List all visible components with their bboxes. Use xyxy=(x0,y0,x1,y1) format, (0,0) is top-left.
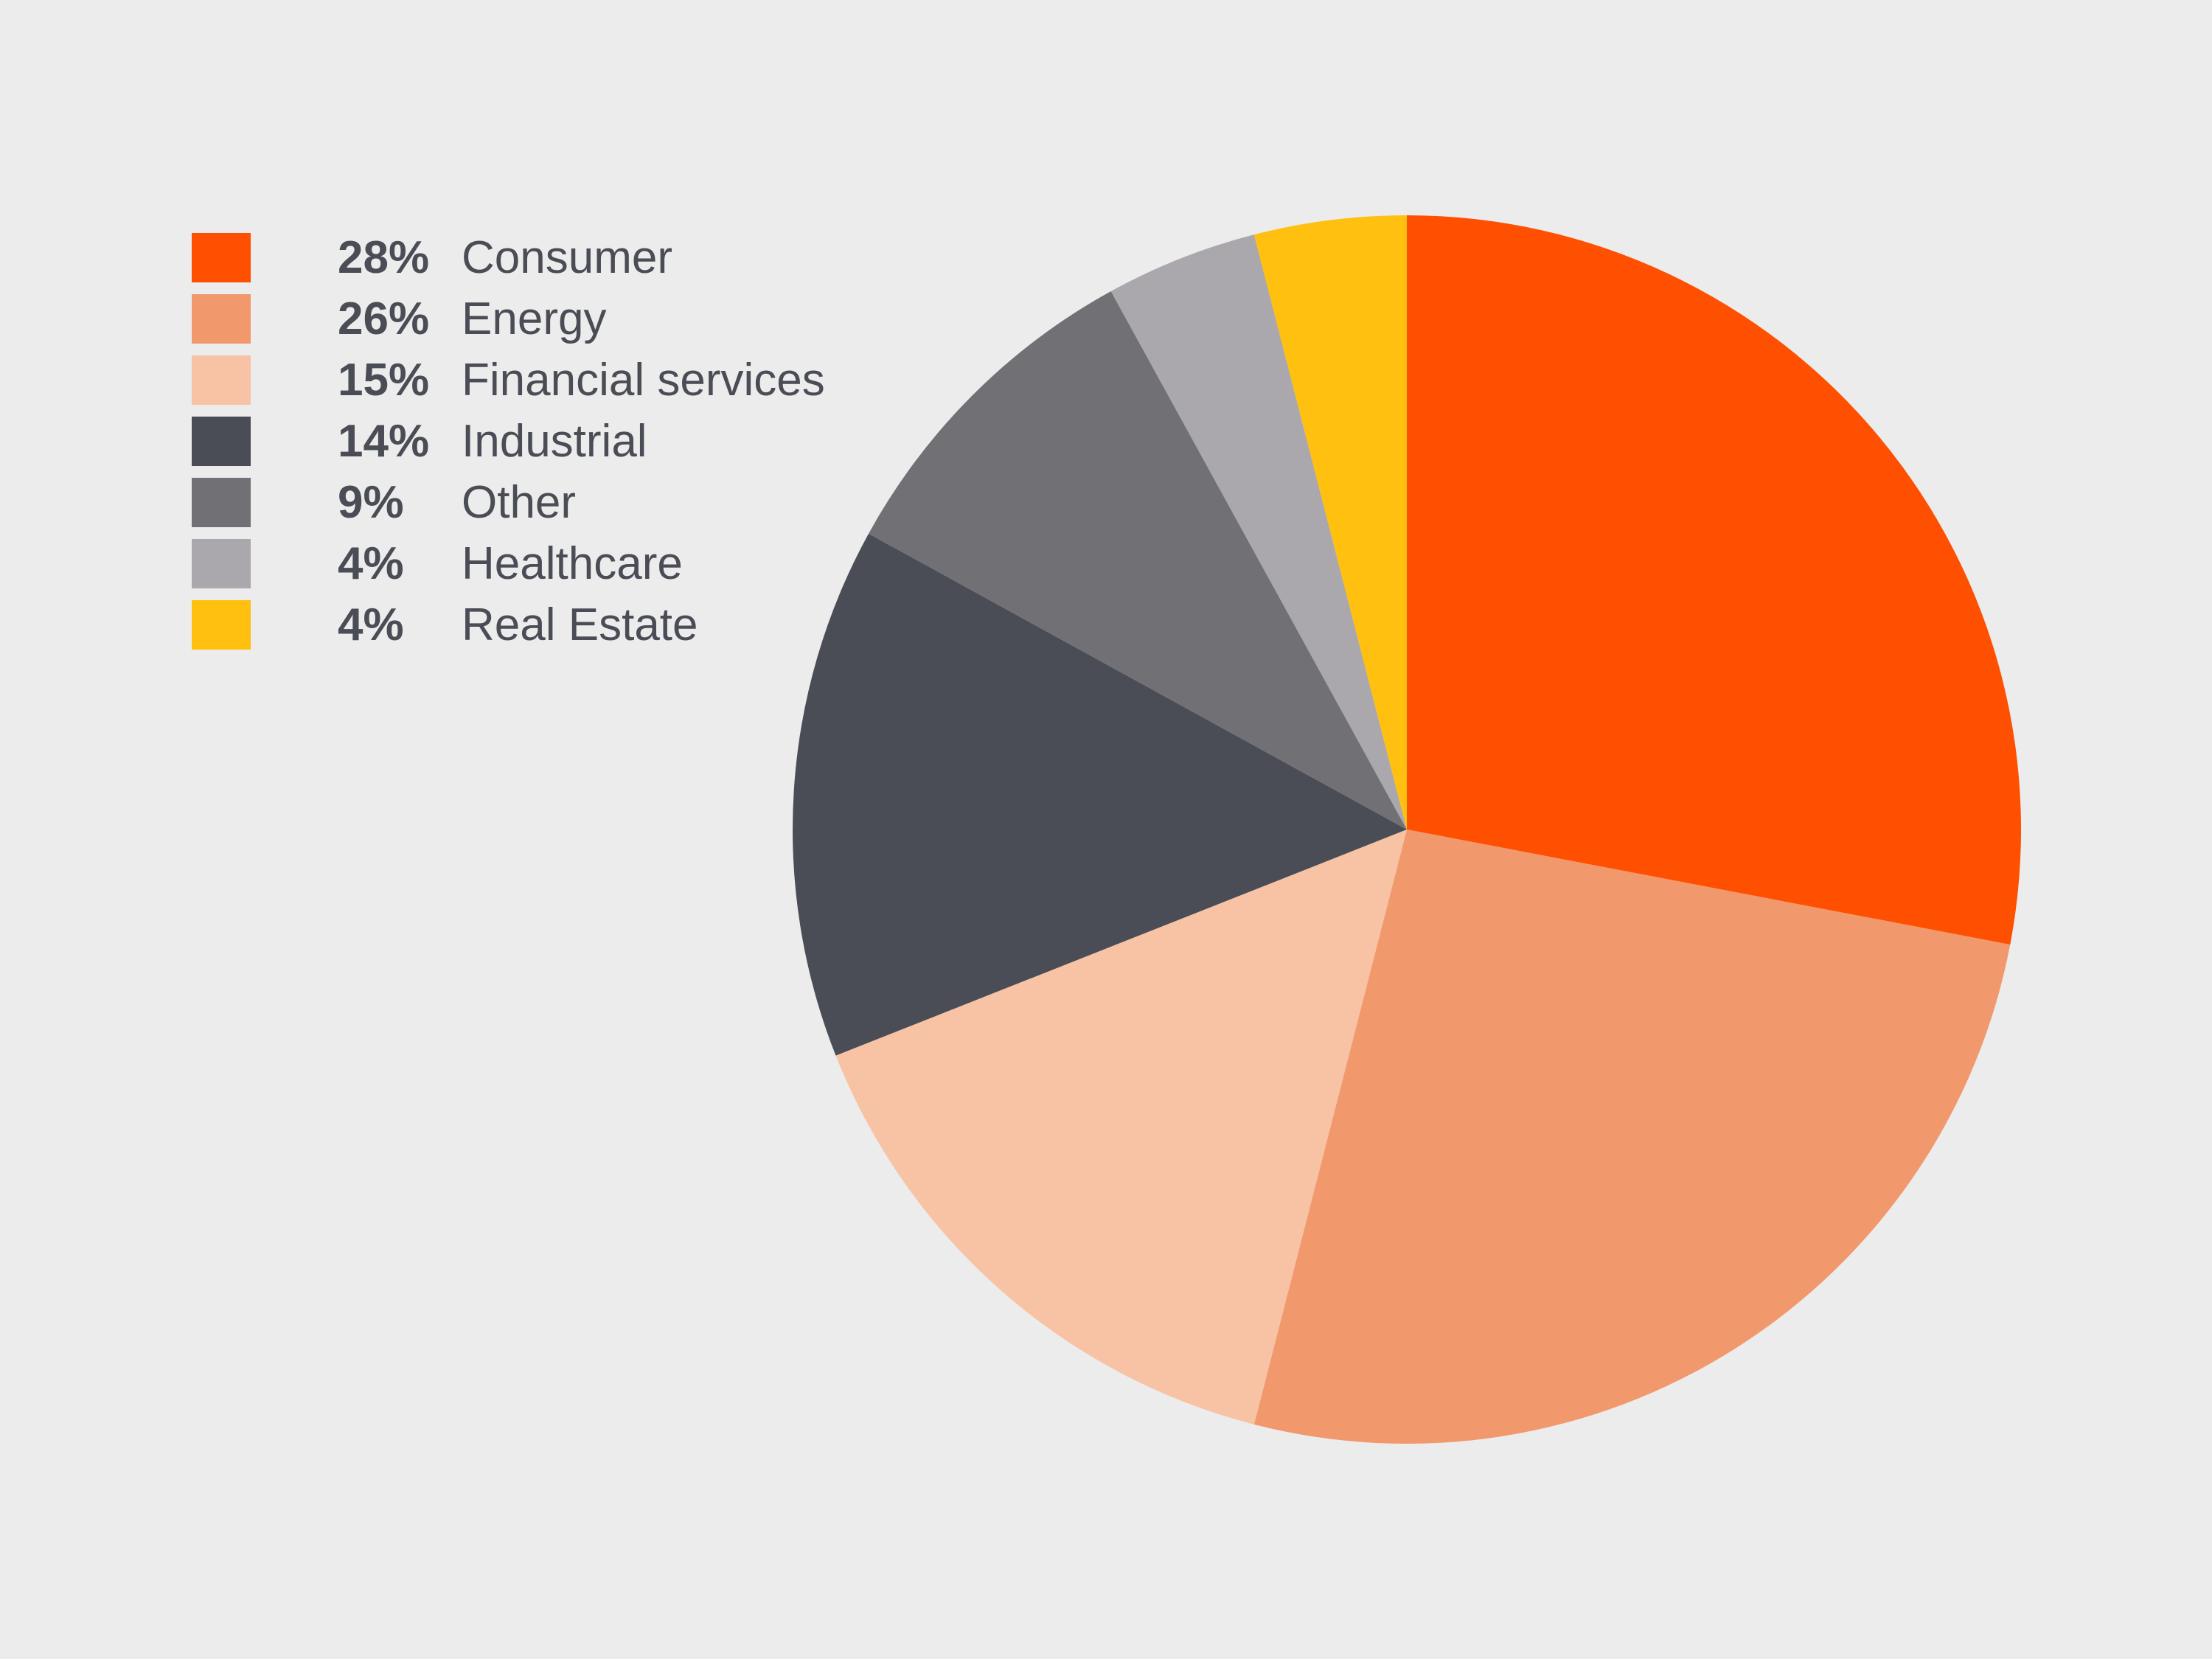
legend-swatch xyxy=(192,233,251,282)
legend-item-energy: 26% Energy xyxy=(192,293,825,344)
pie-slice-financial-services xyxy=(835,830,1407,1425)
pie-slice-real-estate xyxy=(1253,215,1407,830)
legend-percent: 28% xyxy=(338,232,430,283)
legend-label: Real Estate xyxy=(462,599,698,650)
legend-swatch xyxy=(192,294,251,344)
legend: 28% Consumer 26% Energy 15% Financial service… xyxy=(192,232,825,661)
legend-percent: 9% xyxy=(338,477,404,528)
legend-percent: 26% xyxy=(338,293,430,344)
legend-label: Financial services xyxy=(462,355,825,406)
pie-slice-energy xyxy=(1253,830,2011,1444)
legend-label: Industrial xyxy=(462,416,647,467)
legend-item-healthcare: 4% Healthcare xyxy=(192,538,825,589)
legend-swatch xyxy=(192,355,251,405)
legend-percent: 4% xyxy=(338,538,404,589)
legend-label: Other xyxy=(462,477,577,528)
legend-percent: 4% xyxy=(338,599,404,650)
pie-slice-other xyxy=(869,291,1407,830)
pie-slice-industrial xyxy=(793,533,1407,1056)
legend-swatch xyxy=(192,417,251,466)
legend-swatch xyxy=(192,600,251,650)
legend-label: Energy xyxy=(462,293,607,344)
legend-item-consumer: 28% Consumer xyxy=(192,232,825,283)
legend-percent: 15% xyxy=(338,355,430,406)
legend-item-financial-services: 15% Financial services xyxy=(192,355,825,406)
legend-swatch xyxy=(192,478,251,527)
legend-item-real-estate: 4% Real Estate xyxy=(192,599,825,650)
pie-slice-healthcare xyxy=(1110,234,1407,830)
legend-label: Consumer xyxy=(462,232,672,283)
legend-item-industrial: 14% Industrial xyxy=(192,416,825,467)
legend-percent: 14% xyxy=(338,416,430,467)
legend-swatch xyxy=(192,539,251,588)
legend-label: Healthcare xyxy=(462,538,683,589)
legend-item-other: 9% Other xyxy=(192,477,825,528)
pie-slice-consumer xyxy=(1407,215,2022,945)
